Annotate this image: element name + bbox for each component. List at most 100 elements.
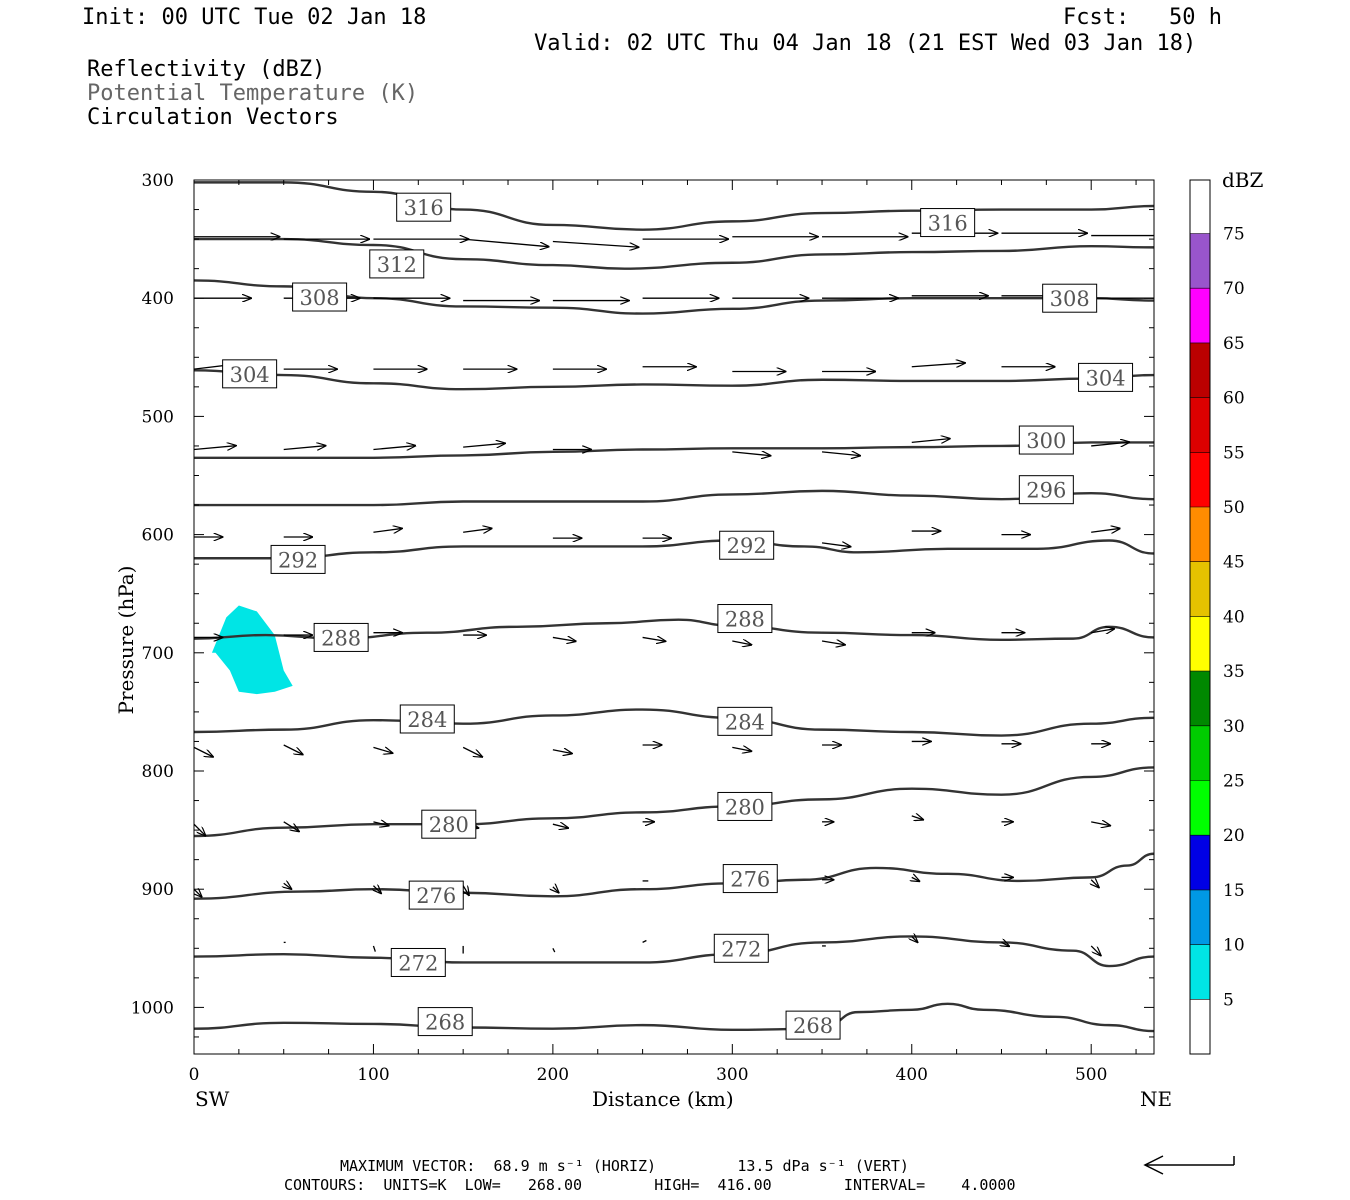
- theta-contour-280: [194, 766, 1154, 838]
- circulation-vector: [463, 443, 505, 447]
- x-tick-label: 500: [1075, 1065, 1107, 1085]
- svg-text:284: 284: [407, 708, 447, 732]
- colorbar-tick-label: 35: [1223, 662, 1245, 682]
- circulation-vector: [194, 746, 213, 757]
- colorbar-swatch-5: [1190, 944, 1210, 1000]
- circulation-vector: [463, 528, 492, 532]
- theta-contour-272: [194, 935, 1154, 968]
- svg-text:280: 280: [725, 795, 765, 819]
- circulation-vector: [373, 747, 392, 753]
- contour-label-288: 288: [717, 604, 773, 634]
- x-tick-label: 400: [896, 1065, 928, 1085]
- colorbar-tick-label: 70: [1223, 279, 1245, 299]
- svg-text:308: 308: [1050, 287, 1090, 311]
- theta-contour-276: [194, 852, 1154, 900]
- contour-label-292: 292: [270, 544, 326, 574]
- svg-text:308: 308: [300, 286, 340, 310]
- circulation-vector: [911, 816, 923, 820]
- colorbar-swatch-55: [1190, 397, 1210, 453]
- y-tick-label: 800: [142, 762, 174, 782]
- legend-potential-temperature: Potential Temperature (K): [87, 81, 419, 106]
- circulation-vector: [821, 641, 845, 645]
- x-tick-label: 300: [716, 1065, 748, 1085]
- circulation-vector: [552, 240, 639, 247]
- reflectivity-5dbz-area: [211, 605, 293, 695]
- colorbar-title: dBZ: [1222, 168, 1264, 192]
- circulation-vector: [463, 885, 469, 896]
- colorbar-tick-label: 15: [1223, 881, 1245, 901]
- circulation-vector: [373, 446, 415, 450]
- svg-text:276: 276: [730, 868, 770, 892]
- svg-text:284: 284: [725, 710, 765, 734]
- circulation-vector: [283, 744, 303, 755]
- contour-label-284: 284: [399, 704, 455, 734]
- contour-label-296: 296: [1018, 475, 1074, 505]
- y-tick-label: 1000: [131, 998, 174, 1018]
- colorbar-tick-label: 5: [1223, 990, 1234, 1010]
- svg-text:276: 276: [416, 884, 456, 908]
- circulation-vector: [283, 446, 326, 450]
- colorbar-tick-label: 75: [1223, 225, 1245, 245]
- contour-label-280: 280: [717, 791, 773, 821]
- x-tick-label: 200: [537, 1065, 569, 1085]
- y-tick-label: 400: [142, 289, 174, 309]
- svg-text:296: 296: [1026, 479, 1066, 503]
- circulation-vector: [1091, 442, 1129, 446]
- colorbar-swatch-75: [1190, 178, 1210, 234]
- contour-label-280: 280: [421, 809, 477, 839]
- svg-text:312: 312: [377, 253, 417, 277]
- theta-contour-300: [194, 441, 1154, 459]
- colorbar-swatch-45: [1190, 507, 1210, 562]
- colorbar-swatch-10: [1190, 889, 1210, 945]
- contour-label-300: 300: [1018, 425, 1074, 455]
- svg-text:280: 280: [429, 813, 469, 837]
- colorbar-swatch-50: [1190, 452, 1210, 507]
- svg-text:272: 272: [398, 951, 438, 975]
- contour-label-272: 272: [713, 933, 769, 963]
- theta-contour-304: [194, 369, 1154, 391]
- circulation-vector: [194, 446, 236, 450]
- circulation-vector: [821, 452, 860, 456]
- circulation-vector: [912, 936, 918, 942]
- colorbar-tick-label: 60: [1223, 389, 1245, 409]
- svg-text:292: 292: [278, 548, 318, 572]
- colorbar-swatch-65: [1190, 288, 1210, 343]
- legend-reflectivity: Reflectivity (dBZ): [87, 57, 326, 82]
- circulation-vector: [552, 824, 568, 828]
- circulation-vector: [284, 883, 292, 889]
- circulation-vector: [642, 939, 647, 943]
- theta-contour-296: [194, 489, 1154, 507]
- circulation-vector: [1001, 942, 1009, 946]
- forecast-hour: Fcst: 50 h: [1063, 5, 1222, 30]
- contour-label-304: 304: [222, 359, 278, 389]
- colorbar-swatch-25: [1190, 725, 1210, 781]
- contour-label-288: 288: [313, 622, 369, 652]
- svg-text:268: 268: [425, 1011, 465, 1035]
- circulation-vector: [553, 887, 559, 893]
- circulation-vector: [821, 543, 851, 547]
- contour-label-316: 316: [920, 208, 976, 238]
- circulation-vector: [463, 238, 549, 247]
- colorbar-tick-label: 40: [1223, 607, 1245, 627]
- circulation-vector: [373, 822, 388, 826]
- colorbar-swatch-60: [1190, 342, 1210, 398]
- circulation-vector: [373, 886, 381, 894]
- colorbar-tick-label: 10: [1223, 936, 1245, 956]
- colorbar-tick-label: 20: [1223, 826, 1245, 846]
- colorbar-swatch-35: [1190, 616, 1210, 672]
- theta-contour-268: [194, 1002, 1154, 1033]
- circulation-vector: [912, 877, 920, 881]
- circulation-vector: [642, 637, 666, 641]
- x-axis-title: Distance (km): [592, 1087, 734, 1111]
- colorbar-tick-label: 45: [1223, 553, 1245, 573]
- theta-contour-312: [194, 237, 1154, 270]
- contour-label-292: 292: [719, 530, 775, 560]
- x-tick-label: 100: [357, 1065, 389, 1085]
- circulation-vector: [732, 747, 751, 751]
- colorbar-swatch-15: [1190, 835, 1210, 890]
- circulation-vector: [732, 452, 770, 456]
- x-tick-label: 0: [189, 1065, 200, 1085]
- contour-label-276: 276: [408, 880, 464, 910]
- x-axis-end-label-ne: NE: [1140, 1087, 1173, 1111]
